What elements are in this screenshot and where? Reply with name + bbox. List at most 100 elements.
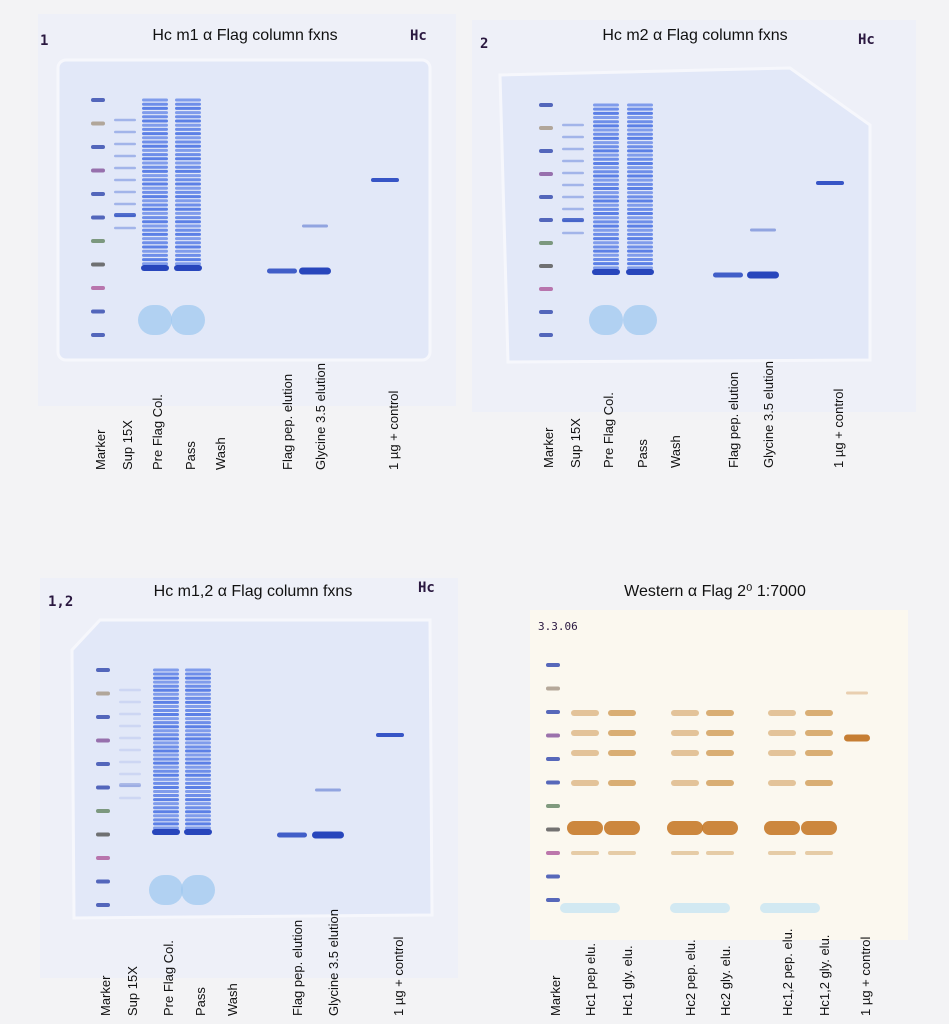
band [185,745,211,749]
lane-label: 1 µg + control [831,388,846,468]
band [376,733,404,737]
band [142,144,168,148]
band [91,192,105,196]
band [142,174,168,178]
band [627,237,653,241]
band [671,750,699,756]
band [185,822,211,826]
band [593,266,619,270]
band [593,207,619,211]
band [91,239,105,243]
band [171,305,205,335]
band [153,802,179,806]
band [142,161,168,165]
band [175,157,201,161]
band [114,154,136,158]
band [593,124,619,128]
band [181,875,215,905]
band [593,216,619,220]
lane-label: Pass [635,439,650,468]
band [562,218,584,222]
band [153,696,179,700]
band [153,806,179,810]
band [562,183,584,187]
band [91,215,105,220]
band [627,216,653,220]
band [627,187,653,190]
band [96,879,110,884]
band [593,199,619,203]
band [627,195,653,199]
band [175,220,201,224]
band [175,241,201,245]
band [153,822,179,826]
panel-tag: Hc [410,28,427,44]
band [114,190,136,194]
band [571,750,599,756]
lane-label: Marker [541,427,556,468]
band [142,165,168,169]
lane-label: Hc1,2 pep. elu. [780,929,795,1016]
lane-label: Flag pep. elution [726,372,741,468]
band [175,207,201,211]
band [539,195,553,199]
band [153,725,179,729]
band [142,123,168,127]
band [142,127,168,131]
lane-label: Sup 15X [120,420,135,470]
band [153,688,179,692]
band [142,253,168,257]
band [562,159,584,163]
band [142,211,168,215]
band [153,721,179,725]
band [627,224,653,228]
band [627,116,653,120]
band [627,262,653,266]
band [91,309,105,314]
band [175,144,201,148]
band [546,898,560,902]
band [96,856,110,860]
band [175,195,201,199]
lane-label: Hc2 pep. elu. [683,939,698,1016]
band [593,195,619,199]
band [114,213,136,217]
band [153,733,179,737]
band [114,118,136,122]
band [185,773,211,777]
band [593,145,619,149]
band [627,257,653,261]
band [153,749,179,753]
band [153,818,179,822]
band [142,199,168,203]
band [593,116,619,120]
band [119,796,141,800]
band [119,688,141,692]
band [142,241,168,245]
lane-label: 1 µg + control [386,390,401,470]
band [175,98,201,102]
band [96,832,110,837]
band [185,785,211,789]
band [119,700,141,704]
band [152,829,180,835]
lane-label: Marker [98,975,113,1016]
band [539,310,553,314]
band [175,216,201,220]
lane-label: Flag pep. elution [280,374,295,470]
band [185,684,211,688]
band [185,692,211,696]
band [627,178,653,182]
band [593,128,619,132]
lane-label: Wash [213,437,228,470]
band [153,741,179,745]
lane-label: Wash [668,435,683,468]
band [91,286,105,290]
band [119,736,141,740]
band [142,258,168,262]
band [562,231,584,235]
band [706,710,734,716]
band [627,191,653,195]
band [153,810,179,814]
band [593,241,619,245]
